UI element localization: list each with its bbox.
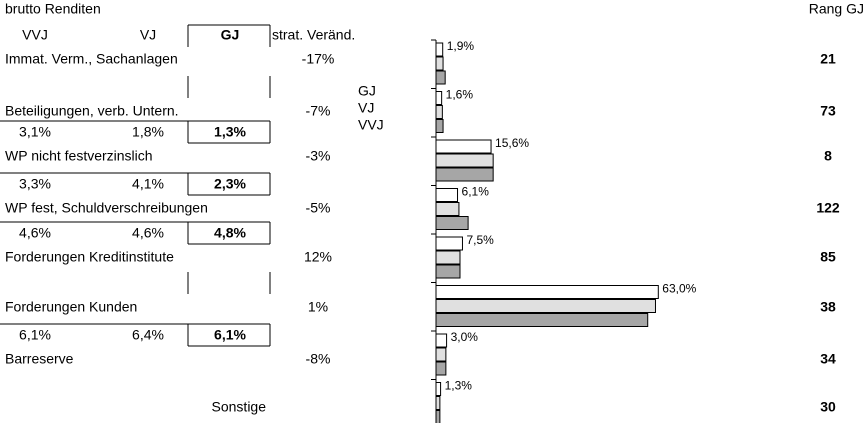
title: brutto Renditen: [5, 1, 101, 17]
bar: [435, 285, 659, 299]
return-value: 4,1%: [132, 176, 164, 192]
bar: [435, 250, 461, 265]
return-value: 6,1%: [214, 327, 246, 343]
bar: [435, 347, 447, 362]
bar: [435, 42, 444, 57]
bar: [435, 313, 649, 327]
return-value: 4,6%: [19, 225, 51, 241]
bar: [435, 139, 492, 154]
bar: [435, 410, 441, 423]
bar: [435, 396, 441, 410]
legend-label: VJ: [358, 100, 374, 116]
bar-label: 63,0%: [662, 282, 696, 296]
strat-change: -17%: [302, 51, 335, 67]
strat-change: -3%: [306, 148, 331, 164]
bar-label: 1,6%: [446, 88, 474, 102]
bar-label: 3,0%: [451, 330, 479, 344]
rank: 34: [820, 351, 836, 367]
bar: [435, 91, 443, 105]
strat-change: -5%: [306, 200, 331, 216]
bar: [435, 333, 448, 348]
col-header: strat. Veränd.: [272, 27, 355, 43]
strat-change: 1%: [308, 299, 328, 315]
strat-change: -8%: [306, 351, 331, 367]
rank: 73: [820, 103, 836, 119]
rank: 38: [820, 299, 836, 315]
row-label: Beteiligungen, verb. Untern.: [5, 103, 179, 119]
col-header: VJ: [140, 27, 156, 43]
bar: [435, 382, 442, 396]
bar: [435, 70, 446, 85]
bar: [435, 299, 656, 313]
rank: 8: [824, 148, 832, 164]
row-label: Forderungen Kunden: [5, 299, 137, 315]
bar: [435, 188, 459, 202]
strat-change: 12%: [304, 249, 332, 265]
bar: [435, 216, 469, 230]
bar: [435, 153, 494, 168]
row-label: Sonstige: [212, 399, 267, 415]
strat-change: -7%: [306, 103, 331, 119]
bar: [435, 361, 447, 376]
bar-label: 15,6%: [495, 136, 529, 150]
return-value: 4,8%: [214, 225, 246, 241]
return-value: 4,6%: [132, 225, 164, 241]
rank-title: Rang GJ: [809, 1, 864, 17]
bar-label: 7,5%: [466, 233, 494, 247]
col-header: GJ: [221, 27, 240, 43]
rank: 122: [816, 200, 840, 216]
return-value: 1,3%: [214, 124, 246, 140]
bar: [435, 105, 443, 119]
row-label: Immat. Verm., Sachanlagen: [5, 51, 178, 67]
bar-label: 6,1%: [462, 185, 490, 199]
return-value: 2,3%: [214, 176, 246, 192]
bar: [435, 236, 463, 251]
row-label: Forderungen Kreditinstitute: [5, 249, 174, 265]
rank: 85: [820, 249, 836, 265]
return-value: 3,1%: [19, 124, 51, 140]
col-header: VVJ: [22, 27, 48, 43]
return-value: 3,3%: [19, 176, 51, 192]
return-value: 6,1%: [19, 327, 51, 343]
bar: [435, 56, 444, 71]
rank: 21: [820, 51, 836, 67]
row-label: Barreserve: [5, 351, 74, 367]
return-value: 6,4%: [132, 327, 164, 343]
bar: [435, 119, 444, 133]
row-label: WP fest, Schuldverschreibungen: [5, 200, 208, 216]
bar-label: 1,3%: [445, 379, 473, 393]
return-value: 1,8%: [132, 124, 164, 140]
legend-label: VVJ: [358, 117, 384, 133]
bar: [435, 202, 460, 216]
bar: [435, 264, 461, 279]
bar: [435, 167, 494, 182]
bar-label: 1,9%: [447, 39, 475, 53]
row-label: WP nicht festverzinslich: [5, 148, 153, 164]
rank: 30: [820, 399, 836, 415]
legend-label: GJ: [358, 83, 376, 99]
